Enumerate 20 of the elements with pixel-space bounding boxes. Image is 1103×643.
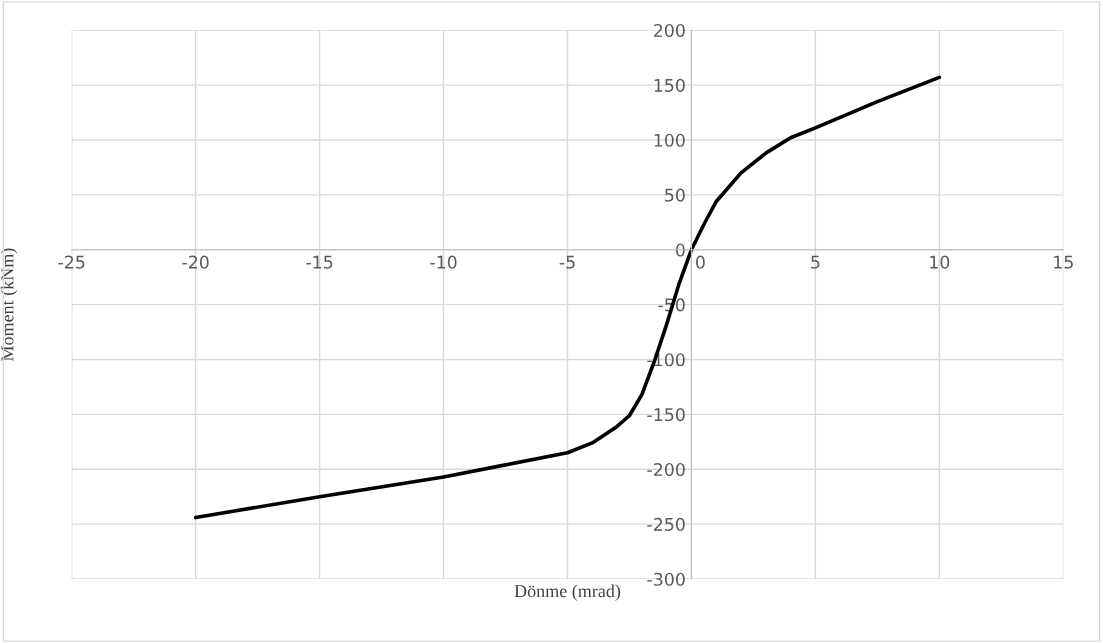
x-tick-label: -15 [306,255,333,269]
y-tick-label: -300 [647,572,685,586]
y-tick-label: -200 [647,462,685,477]
x-axis-title: Dönme (mrad) [514,584,621,601]
y-tick-label: -250 [647,517,685,531]
x-tick-label: -20 [182,255,209,269]
y-tick-label: -150 [647,408,685,422]
x-tick-label: 15 [1054,255,1073,269]
y-axis-title: Moment (kNm) [0,248,18,362]
x-tick-label: 5 [811,255,820,269]
x-tick-label: 10 [930,255,950,269]
y-tick-label: 100 [654,133,685,147]
x-tick-label: -5 [559,255,575,269]
y-tick-label: 0 [675,243,685,257]
x-tick-label: 0 [696,255,705,269]
x-tick-label: -25 [58,255,85,269]
y-tick-label: 200 [654,23,685,38]
y-tick-label: 50 [665,188,685,202]
y-tick-label: 150 [654,78,685,92]
x-tick-label: -10 [430,255,457,269]
